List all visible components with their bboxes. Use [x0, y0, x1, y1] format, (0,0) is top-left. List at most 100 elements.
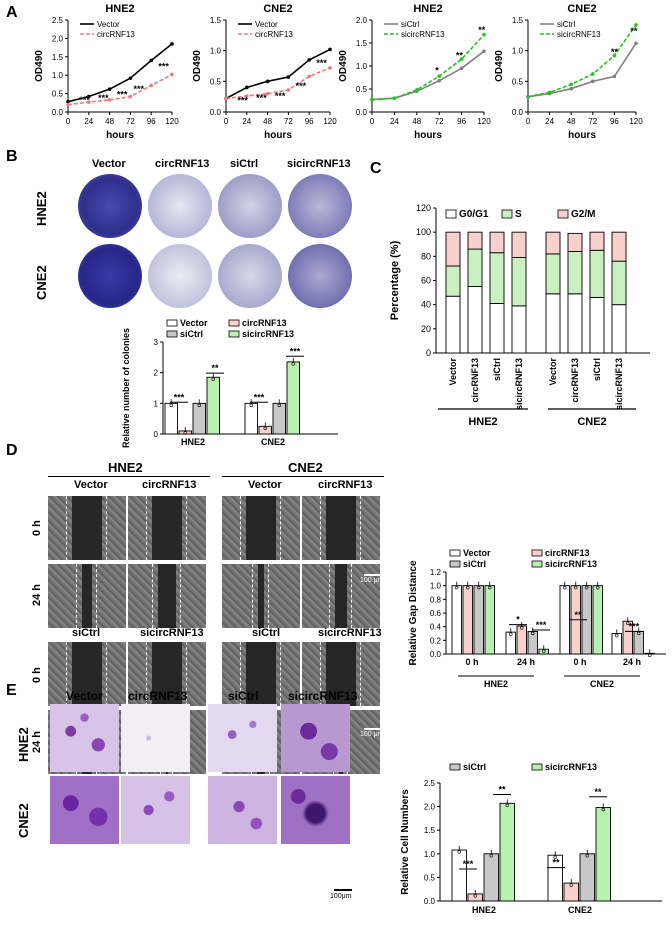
chart-b-bar [244, 402, 258, 435]
chart-a3-series-1-line [527, 24, 637, 98]
chart-d-significance: * [516, 615, 520, 625]
chart-d-datapoint [509, 632, 513, 636]
col-label-sicircrnf13-2: sicircRNF13 [318, 627, 382, 639]
chart-b-legend-swatch-1 [228, 319, 240, 327]
chart-c-bar-segment [589, 249, 605, 298]
chart-a1-series-0-point [286, 75, 291, 79]
chart-a2-series-1-point [415, 88, 419, 92]
chart-a1-series-1-point [307, 74, 312, 79]
chart-d-bar [451, 585, 462, 655]
chart-d-datapoint [585, 585, 589, 590]
chart-c-xtick-label: siCtrl [592, 358, 602, 381]
wound-edge-line [66, 496, 67, 560]
chart-b-datapoint [291, 362, 295, 366]
group-label-cne2: CNE2 [288, 460, 323, 475]
chart-a2-significance: ** [478, 25, 486, 35]
chart-a2-series-0-point [437, 78, 442, 83]
chart-c-bar-segment [545, 231, 561, 255]
chart-d-significance: *** [629, 621, 640, 631]
chart-b-ytick-label: 1 [154, 399, 159, 408]
chart-c-bar-segment [567, 251, 583, 295]
col-label-sictrl-2: siCtrl [252, 627, 281, 639]
chart-a0-xtick-label: 24 [84, 117, 93, 126]
chart-c-legend-text-0: G0/G1 [459, 209, 489, 220]
chart-b-bar [286, 361, 300, 435]
col-label-circrnf13-2: circRNF13 [318, 479, 373, 491]
wound-image [128, 642, 206, 706]
wound-edge-line [280, 642, 281, 706]
wound-edge-line [320, 496, 321, 560]
chart-b-datapoint [169, 403, 173, 408]
chart-a2-ytick-label: 1.5 [356, 39, 368, 48]
chart-a1-series-1-point [286, 88, 291, 92]
chart-a3-series-0-point [612, 74, 617, 79]
wound-edge-line [66, 642, 67, 706]
chart-c-bar-segment [467, 231, 483, 250]
row-label-0h-2: 0 h [31, 667, 43, 683]
chart-e-significance: ** [498, 784, 506, 794]
wound-edge-line [320, 642, 321, 706]
col-label-sicircrnf13-1: sicircRNF13 [140, 627, 204, 639]
wound-edge-line [186, 496, 187, 560]
chart-a0-series-0-point [170, 42, 174, 46]
chart-a1-xtick-label: 72 [284, 117, 293, 126]
wound-edge-line [240, 496, 241, 560]
chart-a3-series-1-point [591, 72, 595, 76]
chart-a0-series-1-point [128, 94, 133, 99]
chart-c-xtick-label: sicircRNF13 [614, 358, 624, 410]
chart-a3-xtick-label: 96 [610, 117, 619, 126]
chart-a0-series-0-point [149, 58, 153, 63]
chart-a2-legend-text-1: sicircRNF13 [401, 30, 445, 39]
chart-a1-series-0-point [245, 85, 249, 90]
chart-c-bar-segment [489, 303, 505, 354]
scale-text-e: 100μm [330, 893, 352, 900]
chart-a0-series-1-line [67, 73, 173, 106]
chart-a3-series-1-point [634, 23, 638, 27]
chart-a2-series-1-point [392, 96, 397, 100]
chart-b-significance: ** [211, 363, 219, 373]
chart-a1-xtick-label: 24 [242, 117, 251, 126]
chart-d-datapoint [637, 631, 641, 636]
chart-a0-title: HNE2 [105, 3, 134, 15]
col-label-circrnf13: circRNF13 [155, 158, 210, 170]
chart-a3-xlabel: hours [568, 130, 596, 141]
chart-d-datapoint [626, 621, 630, 625]
chart-c-xtick-label: circRNF13 [570, 358, 580, 403]
chart-b-group-label: HNE2 [181, 437, 205, 447]
chart-d-datapoint [466, 585, 470, 590]
chart-d-datapoint [520, 626, 524, 630]
chart-d-legend-text-2: siCtrl [463, 559, 486, 569]
chart-e-datapoint [489, 854, 493, 858]
chart-d-group-label: CNE2 [590, 679, 614, 689]
chart-c-bar-segment [567, 232, 583, 252]
chart-a0-significance: *** [79, 95, 90, 105]
chart-d-bar [592, 585, 603, 655]
row-label-hne2: HNE2 [34, 191, 49, 226]
chart-c-ytick-label: 0 [426, 348, 431, 358]
wound-image [128, 496, 206, 560]
wound-image [302, 642, 380, 706]
chart-d-datapoint [563, 585, 567, 590]
plate-cne2-circrnf13 [148, 244, 212, 308]
chart-a2-series-1-point [459, 57, 464, 61]
chart-a0-xlabel: hours [106, 130, 134, 141]
chart-a1-significance: *** [296, 81, 307, 91]
chart-a0-ytick-label: 0.0 [52, 108, 64, 117]
chart-e-ylabel: Relative Cell Numbers [400, 789, 411, 895]
panel-a-line-charts: HNE2 0.0 0.5 1.0 1.5 2.0 2.5 0 24 48 72 96 120 hours O… [34, 3, 643, 141]
chart-a3-xtick-label: 0 [526, 117, 531, 126]
chart-d-bar [462, 585, 473, 655]
chart-a2-ytick-label: 1.0 [356, 62, 368, 71]
chart-b-legend-swatch-3 [228, 330, 240, 338]
chart-c-bar-segment [589, 296, 605, 354]
chart-a0-ytick-label: 2.5 [52, 16, 64, 25]
chart-e-legend-text-2: siCtrl [463, 762, 486, 772]
chart-c-bar-segment [545, 253, 561, 295]
chart-a3-ytick-label: 1.5 [512, 16, 524, 25]
chart-e-ytick-label: 2.5 [424, 779, 436, 788]
chart-a0-ytick-label: 1.5 [52, 53, 64, 62]
chart-c-group-label: CNE2 [577, 416, 606, 428]
chart-a3-xtick-label: 48 [567, 117, 576, 126]
chart-a0-significance: *** [117, 89, 128, 99]
panel-letter-c: C [370, 160, 382, 177]
